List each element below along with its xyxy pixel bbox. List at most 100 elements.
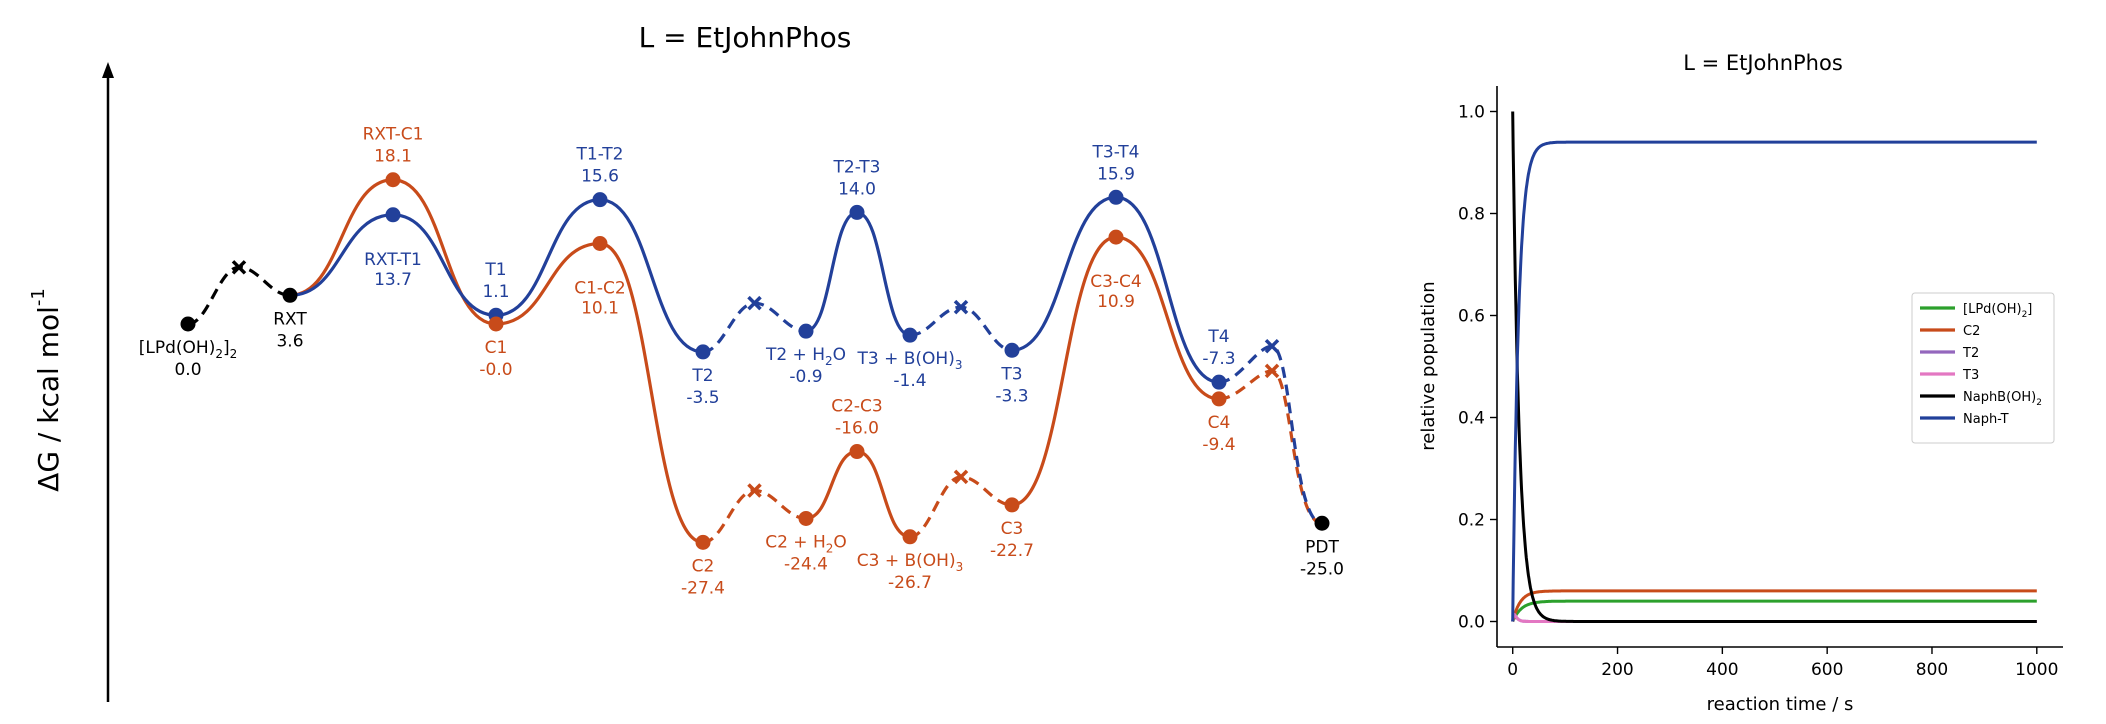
value-c2: -27.4 (681, 578, 725, 598)
value-t2-h2o: -0.9 (789, 367, 822, 387)
label-t1: T1 (484, 260, 506, 280)
label-c2-h2o-sub: 2 (826, 541, 834, 555)
value-t1: 1.1 (482, 282, 509, 302)
blue-dash-to-pdt-cross-marker (1264, 338, 1280, 354)
energy-profile-labels: [LPd(OH)2]20.0RXT3.6RXT-C118.1RXT-T113.7… (139, 125, 1344, 599)
point-rxt (282, 287, 298, 303)
label-t2: T2 (691, 366, 713, 386)
orange-dash-to-pdt-cross-marker (1264, 363, 1280, 379)
value-c2-h2o: -24.4 (784, 554, 828, 574)
label-t3-t4-text: T3-T4 (1092, 142, 1140, 162)
label-c3-boh3-sub: 3 (956, 560, 964, 574)
orange-dash-c3 (909, 475, 1013, 539)
label-c3-c4-text: C3-C4 (1090, 272, 1142, 292)
label-rxt-t1-text: RXT-T1 (364, 250, 422, 270)
point-t3-boh3 (902, 327, 918, 343)
legend-label: T2 (1962, 346, 1979, 361)
label-c1: C1 (485, 338, 508, 358)
label-c2-text: C2 (692, 556, 715, 576)
point-t2-t3 (849, 204, 865, 220)
label-rxt-c1-text: RXT-C1 (363, 125, 424, 145)
label-t3-boh3: T3 + B(OH)3 (857, 349, 963, 372)
value-t3-t4: 15.9 (1097, 164, 1135, 184)
point-t3 (1004, 342, 1020, 358)
label-c1-c2: C1-C2 (574, 279, 626, 299)
orange-dash-c3-cross-marker (953, 469, 969, 485)
point-c1-c2 (592, 236, 608, 252)
label-c3: C3 (1001, 519, 1024, 539)
population-x-ticks: 0 200 400 600 800 1000 (1507, 647, 2058, 680)
label-t2-t3: T2-T3 (833, 157, 881, 177)
label-c3-text: C3 (1001, 519, 1024, 539)
x-tick-label: 800 (1916, 660, 1948, 680)
label-t2-text: T2 (691, 366, 713, 386)
legend-label-text: C2 (1963, 324, 1980, 339)
label-start: [LPd(OH)2]2 (139, 338, 238, 361)
label-t3-t4: T3-T4 (1092, 142, 1140, 162)
label-c2-c3-text: C2-C3 (831, 397, 883, 417)
legend-label-sub: 2 (2036, 398, 2042, 408)
population-panel: L = EtJohnPhos 0.0 0.2 0.4 0.6 0.8 1.0 0 200 40… (1418, 51, 2063, 715)
legend-label: Naph-T (1963, 412, 2009, 427)
value-c1: -0.0 (479, 360, 512, 380)
point-c3-c4 (1108, 229, 1124, 245)
legend-label: [LPd(OH)2] (1963, 302, 2032, 320)
label-c2-h2o-post: O (833, 532, 846, 552)
legend-label: C2 (1963, 324, 1980, 339)
y-tick-label: 0.4 (1458, 409, 1485, 429)
label-c2-c3: C2-C3 (831, 397, 883, 417)
point-c3 (1004, 497, 1020, 513)
label-t1-t2-text: T1-T2 (576, 145, 624, 165)
legend-label-text: Naph-T (1963, 412, 2009, 427)
value-rxt-c1: 18.1 (374, 147, 412, 167)
energy-profile-markers (180, 172, 1330, 550)
orange-dash-to-pdt (1218, 369, 1323, 525)
population-y-ticks: 0.0 0.2 0.4 0.6 0.8 1.0 (1458, 103, 1497, 633)
value-c3-c4: 10.9 (1097, 292, 1135, 312)
blue-path-b (805, 210, 911, 337)
segment-start-rxt-cross-marker (231, 260, 247, 275)
population-curves (1511, 111, 2037, 623)
value-t2: -3.5 (686, 388, 719, 408)
label-t3: T3 (1000, 364, 1022, 384)
population-series-line (1511, 589, 2037, 622)
blue-dash-t3-cross-marker (953, 299, 969, 315)
label-c3-boh3-text: C3 + B(OH) (857, 551, 956, 571)
legend-label-post: ] (2027, 302, 2032, 317)
label-c4-text: C4 (1208, 413, 1231, 433)
population-series-line (1511, 111, 2037, 623)
y-tick-label: 0.6 (1458, 307, 1485, 327)
orange-dash-c2-h2o-cross-marker (747, 483, 762, 498)
point-t3-t4 (1108, 189, 1124, 205)
population-x-label: reaction time / s (1707, 694, 1854, 715)
energy-axis-label-text: ΔG / kcal mol (32, 306, 65, 492)
population-series-line (1511, 599, 2037, 623)
label-c2-h2o-text: C2 + H (765, 532, 826, 552)
x-tick-label: 0 (1507, 660, 1518, 680)
label-t3-boh3-sub: 3 (955, 358, 963, 372)
label-t4-text: T4 (1207, 327, 1229, 347)
point-rxt-c1 (385, 172, 401, 188)
point-c3-boh3 (902, 529, 918, 545)
x-tick-label: 400 (1706, 660, 1738, 680)
label-c1-c2-text: C1-C2 (574, 279, 626, 299)
label-pdt-text: PDT (1305, 537, 1339, 557)
label-start-text: [LPd(OH) (139, 338, 216, 358)
label-t2-h2o-text: T2 + H (765, 345, 825, 365)
point-c4 (1211, 391, 1227, 407)
point-rxt-t1 (385, 207, 401, 223)
population-title: L = EtJohnPhos (1683, 51, 1843, 75)
label-t1-t2: T1-T2 (576, 145, 624, 165)
y-tick-label: 0.8 (1458, 205, 1485, 225)
value-c3-boh3: -26.7 (888, 573, 932, 593)
label-rxt-text: RXT (273, 309, 307, 329)
label-c2: C2 (692, 556, 715, 576)
energy-profile-panel: L = EtJohnPhos ΔG / kcal mol-1 [LPd(OH)2… (28, 21, 1344, 702)
point-c1 (488, 316, 504, 332)
label-c1-text: C1 (485, 338, 508, 358)
point-t2-h2o (798, 323, 814, 339)
value-c4: -9.4 (1202, 435, 1235, 455)
label-t3-boh3-text: T3 + B(OH) (857, 349, 955, 369)
